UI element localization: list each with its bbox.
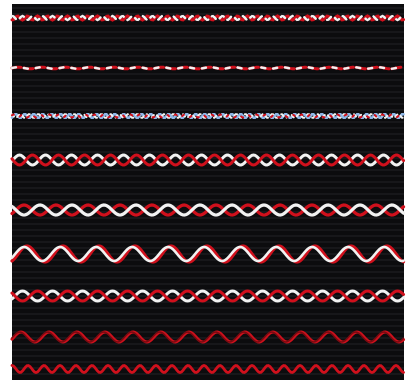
thread [11,113,405,119]
thread [10,65,405,71]
thread [10,363,405,375]
thread [10,289,405,303]
thread [11,113,405,119]
thread [11,331,405,343]
thread [10,203,406,217]
thread [10,245,405,263]
stitch-rows [10,14,406,375]
thread [10,14,405,22]
fabric [12,4,404,380]
thread [10,289,405,303]
thread [10,153,405,167]
thread [10,14,405,22]
